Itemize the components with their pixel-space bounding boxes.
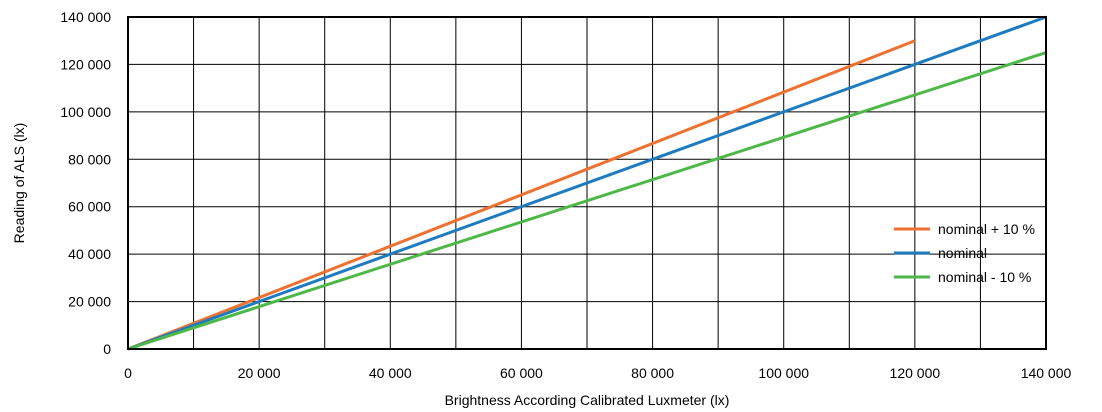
x-axis-ticks: 0 20 000 40 000 60 000 80 000 100 000 120 000 1… [124,365,1071,381]
x-tick-label: 40 000 [369,365,412,381]
y-tick-label: 0 [103,341,111,357]
x-tick-label: 0 [124,365,132,381]
y-tick-label: 140 000 [60,9,111,25]
x-tick-label: 120 000 [890,365,941,381]
y-tick-label: 100 000 [60,104,111,120]
y-tick-label: 40 000 [68,246,111,262]
y-tick-label: 120 000 [60,56,111,72]
legend-label-2: nominal [938,245,987,261]
legend-label-1: nominal + 10 % [938,221,1035,237]
y-axis-title: Reading of ALS (lx) [11,123,27,244]
y-tick-label: 80 000 [68,151,111,167]
x-tick-label: 100 000 [758,365,809,381]
y-tick-label: 60 000 [68,199,111,215]
x-tick-label: 80 000 [631,365,674,381]
x-tick-label: 20 000 [238,365,281,381]
x-axis-title: Brightness According Calibrated Luxmeter… [445,392,730,408]
y-tick-label: 20 000 [68,294,111,310]
legend-label-3: nominal - 10 % [938,269,1031,285]
x-tick-label: 140 000 [1021,365,1072,381]
x-tick-label: 60 000 [500,365,543,381]
y-axis-ticks: 0 20 000 40 000 60 000 80 000 100 000 120 000 1… [60,9,111,357]
